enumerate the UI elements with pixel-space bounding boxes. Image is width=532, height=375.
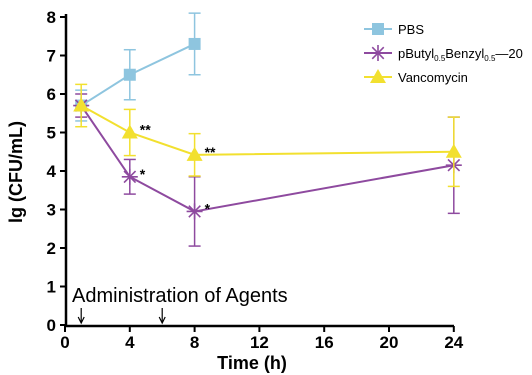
administration-arrow-1 — [158, 308, 166, 325]
y-tick-label-5: 5 — [47, 124, 56, 143]
data-point-s2-2 — [186, 146, 203, 161]
significance-mark-2: ** — [205, 144, 216, 160]
x-tick-label-8: 8 — [190, 333, 199, 352]
series-layer: ****** — [73, 12, 462, 247]
y-tick-label-1: 1 — [47, 278, 56, 297]
x-tick-label-4: 4 — [125, 333, 135, 352]
series-2 — [73, 83, 462, 188]
series-line-1 — [80, 104, 454, 213]
data-point-s1-2 — [186, 203, 203, 220]
y-tick-label-2: 2 — [47, 239, 56, 258]
y-tick-label-4: 4 — [47, 162, 57, 181]
y-axis-title: lg (CFU/mL) — [6, 121, 26, 223]
x-tick-label-24: 24 — [444, 333, 463, 352]
y-tick-label-0: 0 — [47, 316, 56, 335]
data-point-s0-1 — [123, 68, 136, 81]
significance-mark-1: * — [140, 166, 146, 182]
significance-mark-0: ** — [140, 122, 151, 138]
legend-label-pbutyl-benzyl: pButyl0.5Benzyl0.5—20 — [398, 46, 523, 63]
significance-mark-3: * — [205, 200, 211, 216]
data-point-s2-1 — [121, 124, 138, 139]
legend-marker-1 — [364, 45, 392, 61]
series-line-2 — [80, 104, 454, 156]
x-tick-label-0: 0 — [60, 333, 69, 352]
legend: PBS pButyl0.5Benzyl0.5—20 Vancomycin — [364, 22, 523, 85]
annotation-layer: Administration of Agents — [72, 285, 288, 325]
x-tick-label-12: 12 — [250, 333, 269, 352]
x-tick-label-16: 16 — [315, 333, 334, 352]
data-point-s2-0 — [73, 97, 90, 112]
x-tick-label-20: 20 — [380, 333, 399, 352]
series-1 — [73, 93, 462, 247]
legend-label-pbs: PBS — [398, 22, 424, 37]
administration-arrow-0 — [77, 308, 85, 325]
y-tick-label-6: 6 — [47, 85, 56, 104]
data-point-s1-1 — [121, 168, 138, 185]
series-line-0 — [80, 43, 196, 107]
legend-marker-2 — [364, 69, 392, 83]
data-point-s2-3 — [445, 143, 462, 158]
y-tick-label-8: 8 — [47, 8, 56, 27]
x-axis-title: Time (h) — [217, 353, 287, 373]
y-tick-label-7: 7 — [47, 47, 56, 66]
legend-label-vancomycin: Vancomycin — [398, 70, 468, 85]
y-tick-label-3: 3 — [47, 201, 56, 220]
series-0 — [75, 12, 201, 122]
data-point-s0-2 — [188, 37, 201, 50]
administration-annotation: Administration of Agents — [72, 285, 288, 307]
legend-marker-0 — [364, 23, 392, 35]
